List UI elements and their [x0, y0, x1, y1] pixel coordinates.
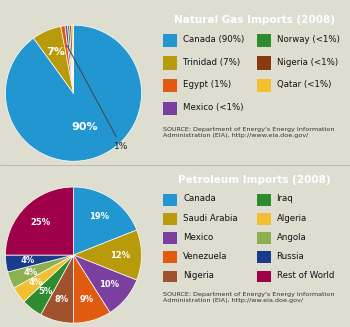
FancyBboxPatch shape — [257, 251, 271, 263]
FancyBboxPatch shape — [257, 232, 271, 244]
Text: Iraq: Iraq — [276, 195, 293, 203]
Wedge shape — [74, 255, 110, 323]
Text: Algeria: Algeria — [276, 214, 307, 223]
Text: 19%: 19% — [90, 212, 110, 221]
Text: 4%: 4% — [29, 278, 43, 287]
FancyBboxPatch shape — [257, 57, 271, 70]
FancyBboxPatch shape — [257, 213, 271, 225]
Wedge shape — [34, 26, 74, 93]
Text: 12%: 12% — [110, 250, 130, 260]
Text: 8%: 8% — [55, 295, 69, 304]
FancyBboxPatch shape — [257, 270, 271, 283]
Wedge shape — [8, 255, 74, 288]
Text: 1%: 1% — [67, 45, 129, 151]
Text: 10%: 10% — [99, 280, 119, 289]
Text: 90%: 90% — [71, 122, 98, 132]
Wedge shape — [61, 26, 74, 93]
Wedge shape — [6, 25, 141, 161]
Text: Mexico (<1%): Mexico (<1%) — [183, 103, 244, 112]
FancyBboxPatch shape — [163, 79, 177, 92]
Text: 25%: 25% — [31, 218, 51, 227]
Text: Venezuela: Venezuela — [183, 252, 228, 261]
FancyBboxPatch shape — [163, 194, 177, 206]
FancyBboxPatch shape — [163, 270, 177, 283]
Wedge shape — [41, 255, 74, 323]
Text: Canada (90%): Canada (90%) — [183, 35, 244, 44]
Wedge shape — [68, 25, 74, 93]
Text: Russia: Russia — [276, 252, 304, 261]
Text: Saudi Arabia: Saudi Arabia — [183, 214, 238, 223]
Text: Rest of World: Rest of World — [276, 271, 334, 280]
FancyBboxPatch shape — [257, 34, 271, 47]
Text: Canada: Canada — [183, 195, 216, 203]
FancyBboxPatch shape — [163, 57, 177, 70]
FancyBboxPatch shape — [163, 34, 177, 47]
Text: Trinidad (7%): Trinidad (7%) — [183, 58, 240, 67]
Wedge shape — [6, 255, 74, 272]
Wedge shape — [74, 255, 137, 313]
FancyBboxPatch shape — [163, 232, 177, 244]
Text: Angola: Angola — [276, 233, 306, 242]
Text: Nigeria (<1%): Nigeria (<1%) — [276, 58, 338, 67]
Text: SOURCE: Department of Energy's Energy Information
Administration (EIA), http://w: SOURCE: Department of Energy's Energy In… — [163, 127, 335, 138]
Text: Natural Gas Imports (2008): Natural Gas Imports (2008) — [174, 15, 335, 25]
Text: 5%: 5% — [38, 287, 52, 296]
Text: SOURCE: Department of Energy's Energy Information
Administration (EIA), http://w: SOURCE: Department of Energy's Energy In… — [163, 292, 335, 302]
FancyBboxPatch shape — [163, 213, 177, 225]
Wedge shape — [24, 255, 74, 315]
Wedge shape — [72, 25, 74, 93]
Text: 4%: 4% — [23, 267, 37, 277]
FancyBboxPatch shape — [163, 102, 177, 115]
Text: Egypt (1%): Egypt (1%) — [183, 80, 231, 89]
Text: 4%: 4% — [21, 256, 35, 265]
Text: 7%: 7% — [46, 47, 65, 57]
Text: Norway (<1%): Norway (<1%) — [276, 35, 340, 44]
Text: Petroleum Imports (2008): Petroleum Imports (2008) — [178, 175, 331, 185]
Wedge shape — [6, 187, 74, 255]
Text: 9%: 9% — [79, 295, 93, 304]
FancyBboxPatch shape — [163, 251, 177, 263]
Wedge shape — [14, 255, 74, 301]
Wedge shape — [74, 187, 137, 255]
FancyBboxPatch shape — [257, 194, 271, 206]
FancyBboxPatch shape — [257, 79, 271, 92]
Text: Mexico: Mexico — [183, 233, 214, 242]
Text: Qatar (<1%): Qatar (<1%) — [276, 80, 331, 89]
Text: Nigeria: Nigeria — [183, 271, 214, 280]
Wedge shape — [70, 25, 74, 93]
Wedge shape — [65, 26, 74, 93]
Wedge shape — [74, 230, 141, 280]
